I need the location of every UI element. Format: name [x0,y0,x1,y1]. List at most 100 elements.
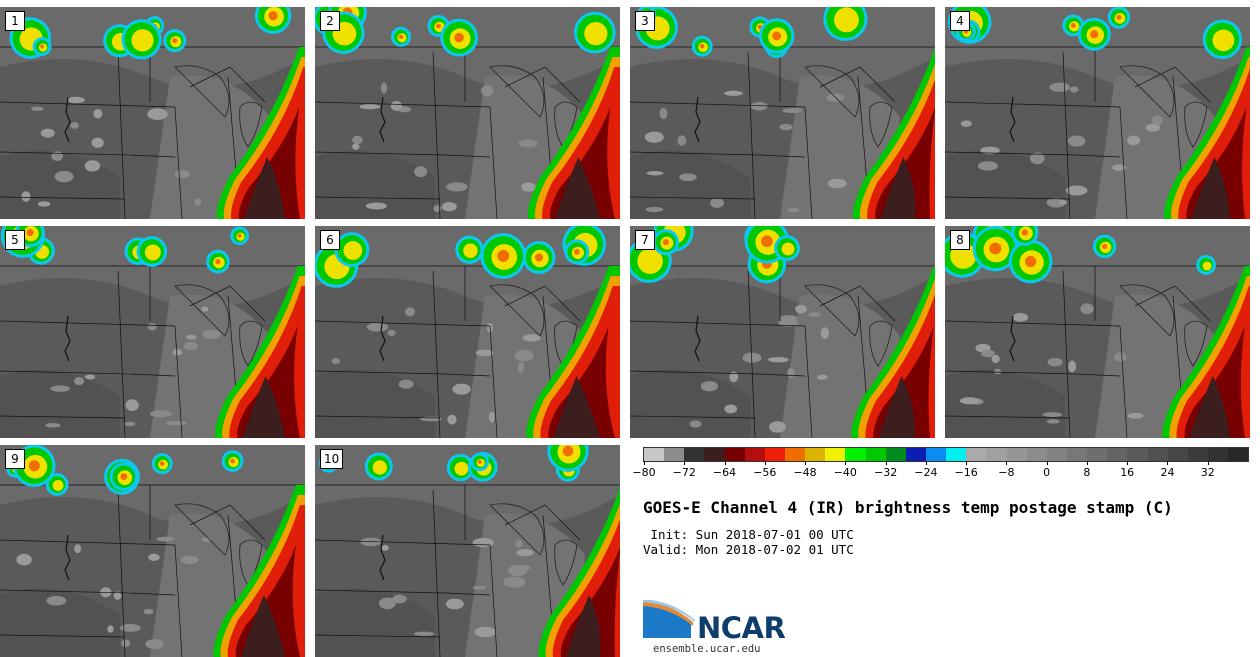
valid-time: Valid: Mon 2018-07-02 01 UTC [643,542,854,557]
storm-band [852,47,935,219]
page-title: GOES-E Channel 4 (IR) brightness temp po… [643,498,1173,517]
ensemble-member-panel: 3 [630,7,935,219]
ir-satellite-map [0,226,305,438]
great-lakes-outline [804,65,893,148]
ir-satellite-map [630,226,935,438]
colorbar-tick [764,461,766,465]
ir-satellite-map [315,445,620,657]
member-number-label: 7 [635,230,655,250]
ensemble-member-panel: 1 [0,7,305,219]
member-number-label: 8 [950,230,970,250]
ir-satellite-map [0,7,305,219]
colorbar-swatch [825,448,846,461]
ncar-logo-icon [643,600,695,638]
colorbar: −80 −72 −64 −56 −48 −40 −32 −24 −16 −8 0 8 16 24 32 [632,447,1249,479]
member-number-label: 9 [5,449,25,469]
member-number-label: 4 [950,11,970,31]
member-number-label: 1 [5,11,25,31]
colorbar-tick [805,461,807,465]
colorbar-tick [1086,461,1088,465]
ensemble-member-panel: 6 [315,226,620,438]
ensemble-member-panel: 4 [945,7,1250,219]
colorbar-tick [1167,461,1169,465]
ensemble-member-panel: 7 [630,226,935,438]
ensemble-member-panel: 5 [0,226,305,438]
great-lakes-outline [489,503,578,586]
colorbar-swatch [1006,448,1027,461]
colorbar-swatch [784,448,806,461]
colorbar-tick-label: 0 [1043,466,1051,479]
state-boundaries [945,265,1250,438]
colorbar-tick-label: −16 [954,466,978,479]
colorbar-tick [684,461,686,465]
ensemble-member-panel: 10 [315,445,620,657]
colorbar-swatch [925,448,947,461]
cloud-clusters [630,226,800,284]
colorbar-swatch [966,448,987,461]
colorbar-tick-label: −72 [672,466,696,479]
colorbar-tick-label: 32 [1200,466,1215,479]
state-boundaries [0,484,305,657]
great-lakes-outline [174,65,263,148]
colorbar-swatch [1147,448,1168,461]
colorbar-tick-label: −24 [914,466,938,479]
cloud-clusters [6,445,244,496]
great-lakes-outline [804,284,893,367]
colorbar-tick [1046,461,1048,465]
colorbar-swatch [764,448,785,461]
colorbar-swatch [1127,448,1148,461]
ir-satellite-map [315,7,620,219]
colorbar-tick [966,461,968,465]
colorbar-swatch [1087,448,1108,461]
colorbar-tick-label: −56 [753,466,777,479]
ncar-url: ensemble.ucar.edu [653,643,761,655]
cloud-clusters [635,7,868,59]
colorbar-swatch [905,448,926,461]
colorbar-tick [644,461,645,465]
colorbar-tick-label: −32 [873,466,898,479]
colorbar-swatch [845,448,866,461]
member-number-label: 3 [635,11,655,31]
colorbar-swatch [1046,448,1067,461]
colorbar-swatch [1228,448,1249,461]
colorbar-swatch [986,448,1007,461]
storm-band [538,485,620,657]
colorbar-swatch [684,448,705,461]
colorbar-swatch [885,448,906,461]
colorbar-tick [724,461,726,465]
colorbar-swatch [1187,448,1208,461]
storm-band [216,47,305,219]
state-boundaries [945,46,1250,219]
storm-band [1162,266,1250,438]
colorbar-tick [1127,461,1129,465]
colorbar-swatches [643,447,1249,462]
colorbar-tick-label: 16 [1120,466,1135,479]
colorbar-swatch [744,448,765,461]
great-lakes-outline [1119,65,1208,148]
ir-satellite-map [945,226,1250,438]
storm-band [851,266,935,438]
colorbar-swatch [1167,448,1188,461]
colorbar-swatch [644,448,665,461]
storm-band [526,266,620,438]
colorbar-tick-label: −8 [998,466,1015,479]
storm-band [1163,47,1250,219]
ir-satellite-map [945,7,1250,219]
colorbar-swatch [1107,448,1128,461]
colorbar-swatch [865,448,886,461]
ir-satellite-map [630,7,935,219]
colorbar-swatch [664,448,685,461]
cloud-clusters [315,226,607,288]
great-lakes-outline [1119,284,1208,367]
colorbar-tick [1207,461,1209,465]
colorbar-tick [1006,461,1008,465]
colorbar-swatch [1066,448,1088,461]
ir-satellite-map [315,226,620,438]
storm-band [215,266,305,438]
ensemble-member-panel: 8 [945,226,1250,438]
colorbar-tick-label: −64 [712,466,737,479]
colorbar-tick-label: −80 [632,466,656,479]
colorbar-swatch [1207,448,1229,461]
ncar-logo-text: NCAR [697,611,786,645]
member-number-label: 10 [320,449,344,469]
